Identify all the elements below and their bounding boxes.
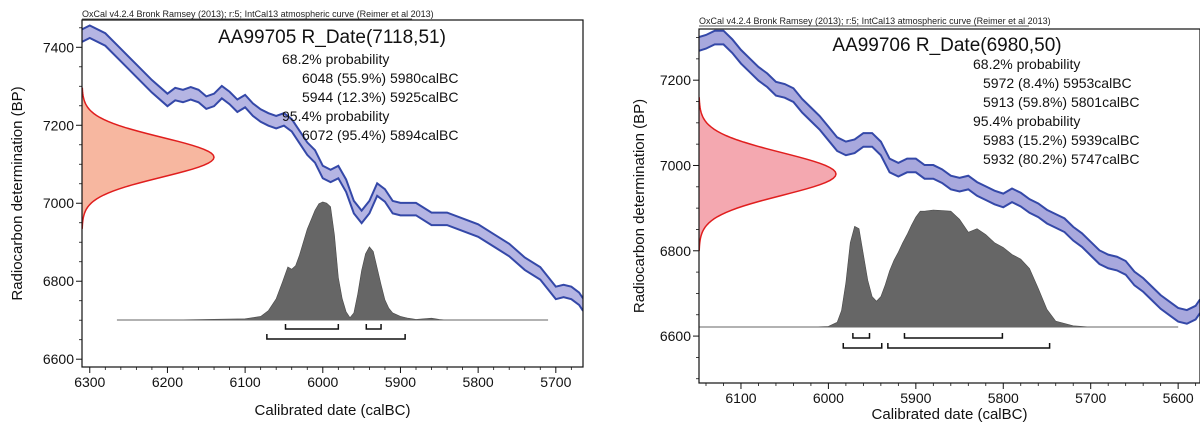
- x-tick-label: 5800: [988, 390, 1019, 406]
- range-68-bracket: [903, 333, 1004, 339]
- plot-frame: [698, 28, 1200, 384]
- x-tick-label: 5600: [1163, 390, 1194, 406]
- chart-title: AA99706 R_Date(6980,50): [832, 35, 1061, 56]
- calibration-curve-lower: [82, 36, 583, 312]
- x-tick-label: 5700: [1075, 390, 1106, 406]
- y-tick-label: 6600: [660, 328, 691, 344]
- y-tick-label: 7200: [660, 72, 691, 88]
- x-tick-label: 5700: [540, 374, 571, 390]
- probability-range: 5972 (8.4%) 5953calBC: [983, 75, 1132, 91]
- range-95-bracket: [887, 343, 1051, 349]
- x-tick-label: 5900: [900, 390, 931, 406]
- plot-area: [82, 24, 583, 340]
- probability-range: 6048 (55.9%) 5980calBC: [302, 70, 458, 86]
- range-68-bracket: [365, 324, 382, 330]
- y-tick-label: 7000: [660, 157, 691, 173]
- y-tick-label: 7000: [43, 195, 74, 211]
- probability-range: 5932 (80.2%) 5747calBC: [983, 151, 1139, 167]
- calibration-curve-lower: [699, 43, 1200, 325]
- panel-1: OxCal v4.2.4 Bronk Ramsey (2013); r:5; I…: [9, 9, 584, 419]
- radiocarbon-date-fill: [82, 87, 214, 229]
- x-axis-label: Calibrated date (calBC): [872, 406, 1028, 423]
- plot-area: [699, 29, 1200, 349]
- probability-range: 5944 (12.3%) 5925calBC: [302, 89, 458, 105]
- probability-heading: 68.2% probability: [282, 51, 389, 67]
- x-tick-label: 5900: [385, 374, 416, 390]
- radiocarbon-date-fill: [699, 97, 836, 251]
- x-tick-label: 6100: [230, 374, 261, 390]
- y-axis-label: Radiocarbon determination (BP): [631, 99, 648, 313]
- y-tick-label: 6800: [43, 273, 74, 289]
- plot-frame: [81, 19, 584, 368]
- y-tick-label: 6800: [660, 243, 691, 259]
- calibration-curve-upper: [699, 29, 1200, 312]
- y-tick-label: 7200: [43, 117, 74, 133]
- probability-range: 5983 (15.2%) 5939calBC: [983, 132, 1139, 148]
- calibration-curve-upper: [82, 24, 583, 299]
- x-tick-label: 5800: [463, 374, 494, 390]
- range-68-bracket: [284, 324, 340, 330]
- probability-range: 6072 (95.4%) 5894calBC: [302, 127, 458, 143]
- y-axis-label: Radiocarbon determination (BP): [9, 86, 26, 300]
- calibrated-distribution: [116, 201, 549, 321]
- y-tick-label: 6600: [43, 351, 74, 367]
- x-axis-label: Calibrated date (calBC): [255, 402, 411, 419]
- x-tick-label: 6200: [152, 374, 183, 390]
- panel-2: OxCal v4.2.4 Bronk Ramsey (2013); r:5; I…: [631, 16, 1200, 423]
- x-tick-label: 6000: [307, 374, 338, 390]
- x-tick-label: 6000: [813, 390, 844, 406]
- range-68-bracket: [852, 333, 871, 339]
- probability-heading: 68.2% probability: [973, 56, 1080, 72]
- oxcal-header: OxCal v4.2.4 Bronk Ramsey (2013); r:5; I…: [82, 9, 434, 19]
- y-tick-label: 7400: [43, 39, 74, 55]
- probability-heading: 95.4% probability: [973, 113, 1080, 129]
- range-95-bracket: [266, 334, 406, 340]
- calibration-curve-band: [699, 30, 1200, 324]
- radiocarbon-date-outline: [82, 87, 215, 229]
- radiocarbon-date-outline: [699, 97, 837, 251]
- range-95-bracket: [842, 343, 883, 349]
- x-tick-label: 6300: [74, 374, 105, 390]
- calibrated-distribution: [699, 209, 1179, 328]
- x-tick-label: 6100: [725, 390, 756, 406]
- oxcal-header: OxCal v4.2.4 Bronk Ramsey (2013); r:5; I…: [699, 16, 1051, 26]
- probability-heading: 95.4% probability: [282, 108, 389, 124]
- probability-range: 5913 (59.8%) 5801calBC: [983, 94, 1139, 110]
- chart-title: AA99705 R_Date(7118,51): [218, 27, 446, 48]
